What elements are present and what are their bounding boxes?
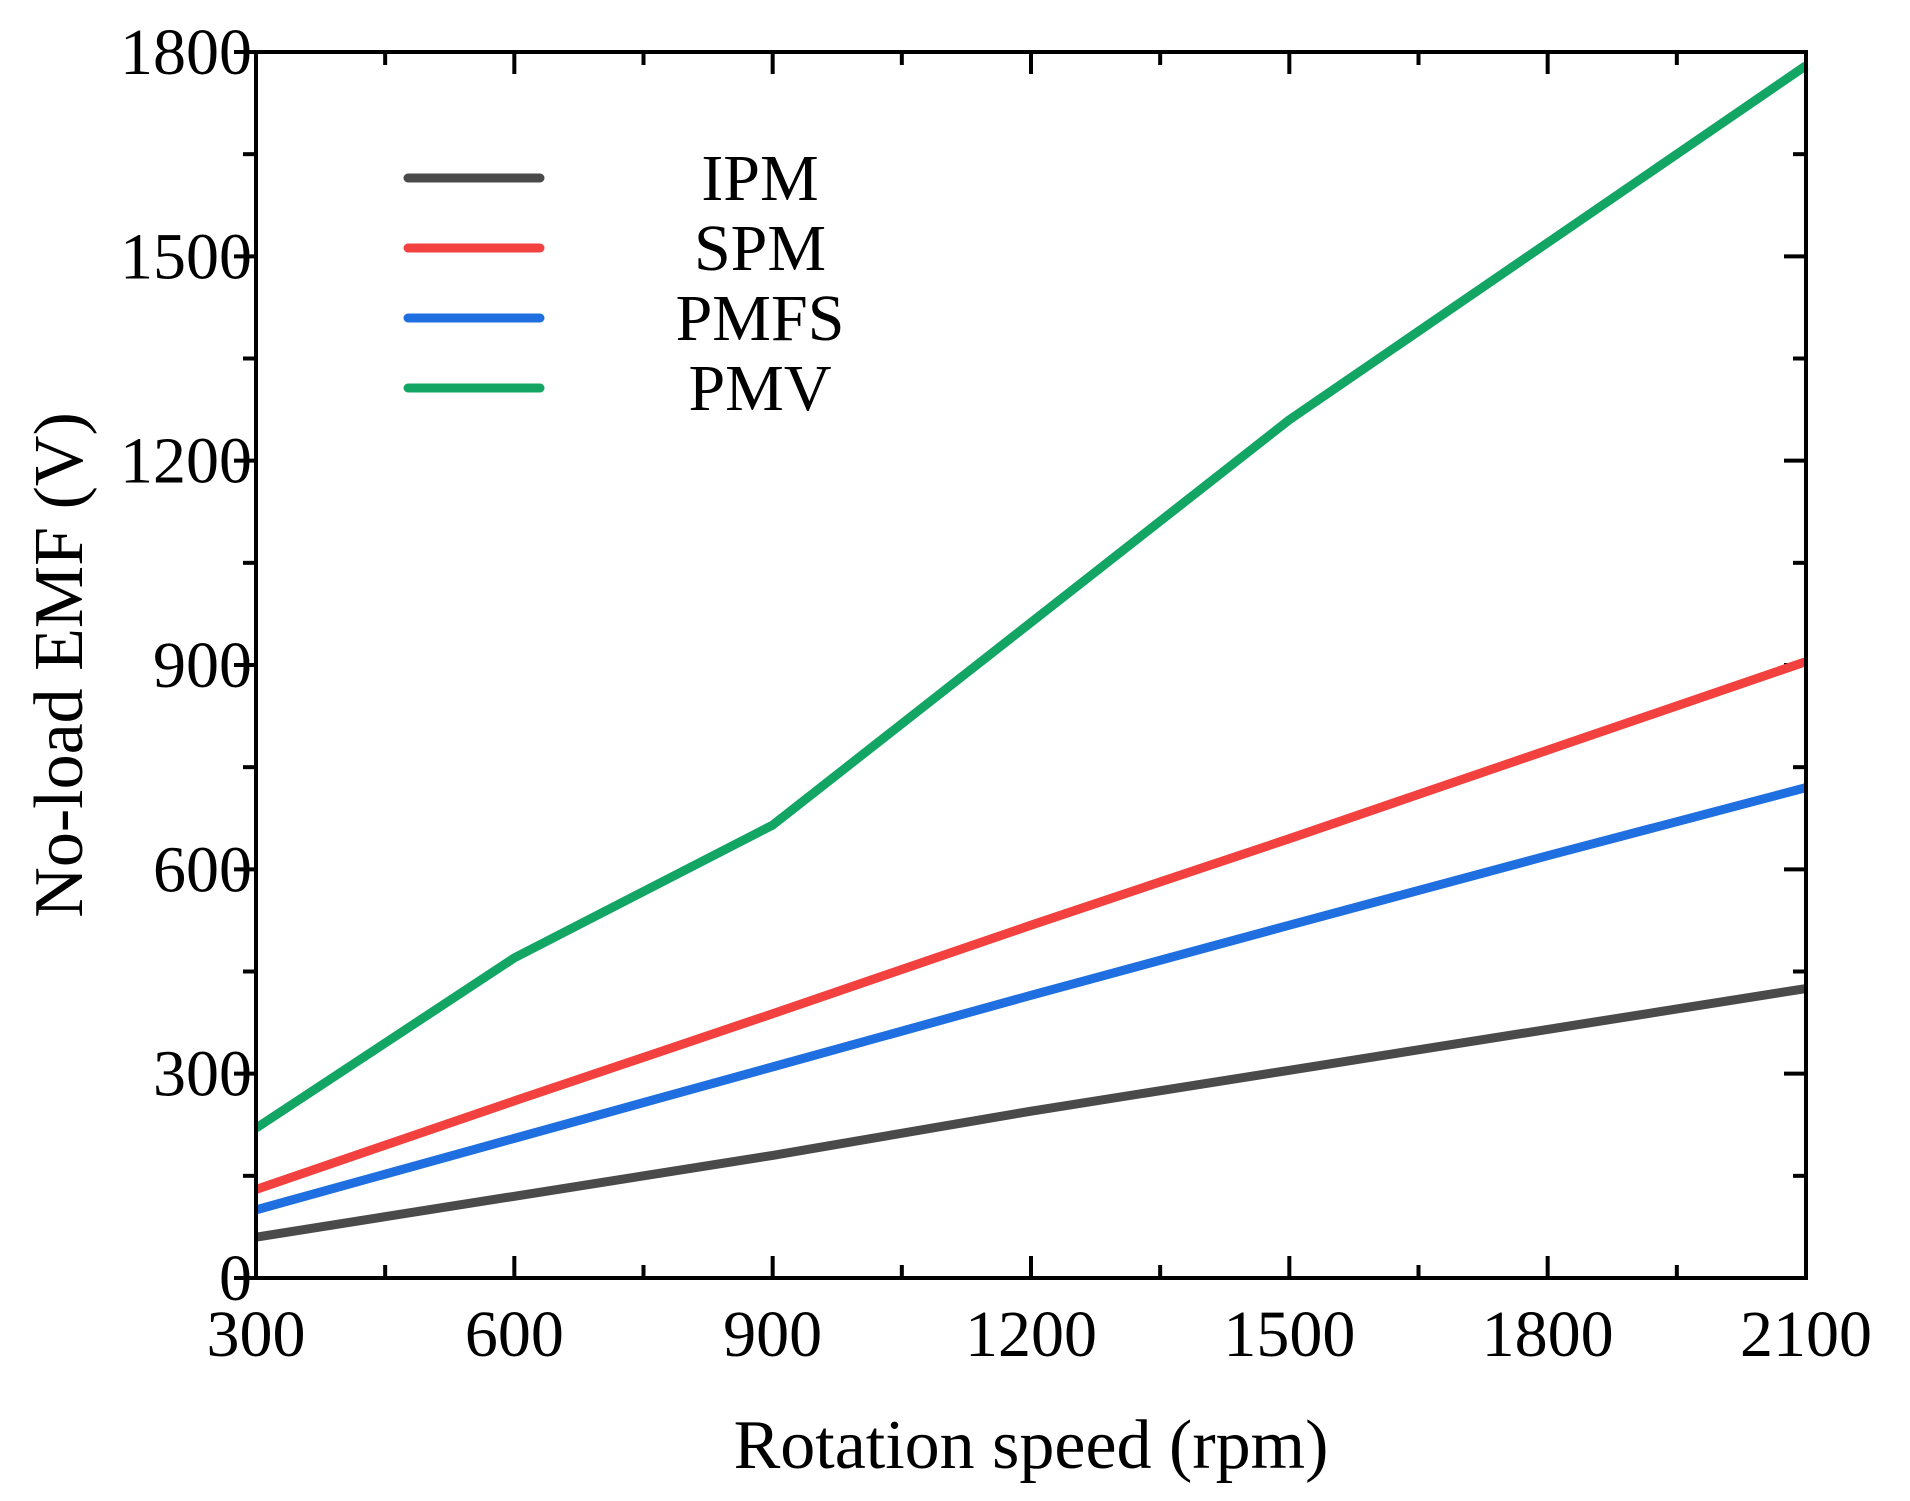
legend-label-pmfs: PMFS [676, 282, 845, 355]
x-tick-label: 900 [723, 1298, 822, 1371]
series-lines [253, 61, 1809, 1242]
axis-ticks [234, 50, 1808, 1280]
y-tick-label: 1200 [120, 425, 252, 498]
y-axis-label: No-load EMF (V) [21, 412, 98, 917]
series-line-pmv [253, 61, 1809, 1132]
y-tick-label: 1500 [120, 220, 252, 293]
x-tick-label: 2100 [1740, 1298, 1872, 1371]
tick-labels: 300 600 900 1200 1500 1800 2100030060090012001… [120, 16, 1872, 1371]
series-line-pmfs [254, 783, 1808, 1215]
y-tick-label: 900 [153, 629, 252, 702]
legend-label-spm: SPM [694, 212, 826, 285]
series-line-ipm [255, 984, 1807, 1242]
x-axis-label: Rotation speed (rpm) [734, 1407, 1329, 1484]
x-tick-label: 300 [207, 1298, 306, 1371]
x-tick-label: 1800 [1482, 1298, 1614, 1371]
legend-label-ipm: IPM [701, 142, 818, 215]
y-tick-label: 300 [153, 1038, 252, 1111]
y-tick-label: 1800 [120, 16, 252, 89]
y-tick-label: 0 [219, 1242, 252, 1315]
plot-frame [254, 50, 1808, 1280]
y-tick-label: 600 [153, 833, 252, 906]
series-line-spm [254, 657, 1808, 1194]
x-tick-label: 1500 [1223, 1298, 1355, 1371]
x-tick-label: 600 [465, 1298, 564, 1371]
legend-label-pmv: PMV [688, 352, 831, 425]
x-tick-label: 1200 [965, 1298, 1097, 1371]
